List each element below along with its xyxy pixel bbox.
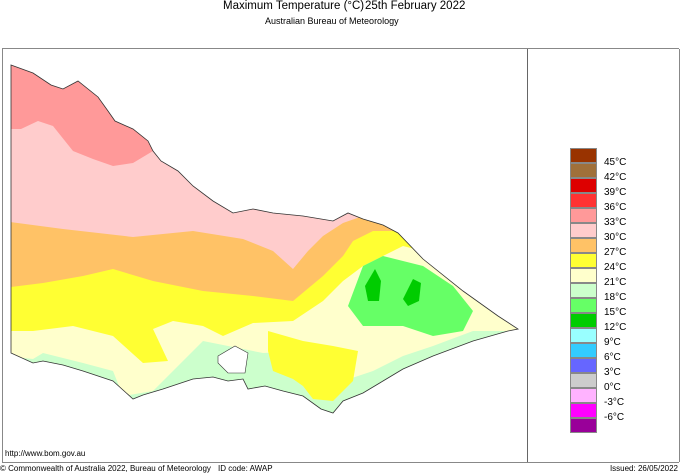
issued-date: Issued: 26/05/2022 [609, 464, 678, 473]
legend-swatch [570, 253, 597, 268]
legend-swatch [570, 283, 597, 298]
legend-label: 33°C [604, 217, 627, 228]
legend-label: 6°C [604, 352, 621, 363]
legend-label: 3°C [604, 367, 621, 378]
legend-swatch [570, 343, 597, 358]
victoria-temperature-map [10, 64, 520, 414]
legend-swatch [570, 268, 597, 283]
legend-swatch [570, 403, 597, 418]
legend-label: -6°C [604, 412, 625, 423]
legend-swatch [570, 373, 597, 388]
legend-label: -3°C [604, 397, 625, 408]
legend-swatch [570, 178, 597, 193]
legend-label: 27°C [604, 247, 627, 258]
subtitle: Australian Bureau of Meteorology [265, 16, 399, 26]
figure-frame: http://www.bom.gov.au [2, 48, 680, 463]
legend-swatch [570, 193, 597, 208]
legend-label: 30°C [604, 232, 627, 243]
title-variable: Maximum Temperature (°C) [223, 0, 365, 12]
legend-label: 36°C [604, 202, 627, 213]
legend-swatch [570, 388, 597, 403]
legend-swatch [570, 313, 597, 328]
legend-swatch [570, 328, 597, 343]
legend-label: 42°C [604, 172, 627, 183]
legend-swatch [570, 418, 597, 433]
legend-label: 21°C [604, 277, 627, 288]
legend-swatch [570, 163, 597, 178]
copyright-text: © Commonwealth of Australia 2022, Bureau… [0, 464, 211, 473]
legend-swatch [570, 238, 597, 253]
legend-label: 12°C [604, 322, 627, 333]
title-date: 25th February 2022 [365, 0, 466, 12]
id-code: ID code: AWAP [218, 464, 273, 473]
legend-label: 9°C [604, 337, 621, 348]
legend-label: 15°C [604, 307, 627, 318]
legend-label: 0°C [604, 382, 621, 393]
legend-label: 45°C [604, 157, 627, 168]
legend-swatch [570, 223, 597, 238]
legend-swatch [570, 148, 597, 163]
source-url[interactable]: http://www.bom.gov.au [5, 449, 86, 458]
legend-swatch [570, 358, 597, 373]
legend-swatch [570, 298, 597, 313]
legend-label: 18°C [604, 292, 627, 303]
map-panel: http://www.bom.gov.au [3, 49, 528, 462]
chart-title: Maximum Temperature (°C) 25th February 2… [0, 0, 680, 14]
legend-label: 24°C [604, 262, 627, 273]
legend-label: 39°C [604, 187, 627, 198]
legend-swatch [570, 208, 597, 223]
